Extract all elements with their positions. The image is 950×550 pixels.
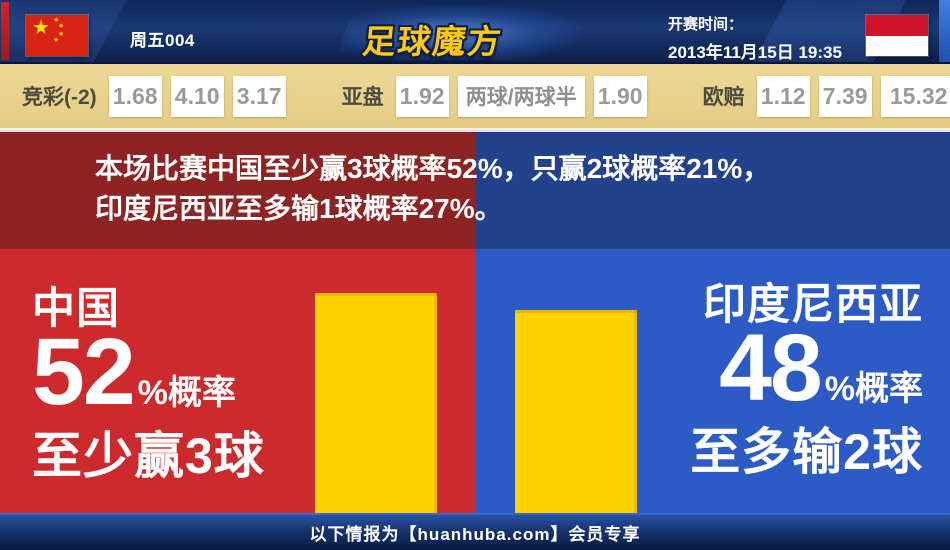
indonesia-text-block: 印度尼西亚 48 %概率 至多输2球	[690, 249, 923, 477]
footer-text: 以下情报为【huanhuba.com】会员专享	[309, 525, 641, 544]
indonesia-percent-suffix: %概率	[824, 370, 923, 409]
yapan-home-odds: 1.92	[395, 75, 449, 117]
odds-group-oupei: 欧赔 1.12 7.39 15.32	[702, 75, 950, 117]
oupei-label: 欧赔	[702, 86, 745, 109]
summary-line-2: 印度尼西亚至多输1球概率27%。	[95, 193, 503, 224]
summary-line-1: 本场比赛中国至少赢3球概率52%，只赢2球概率21%，	[95, 153, 771, 184]
kickoff-time: 2013年11月15日 19:35	[668, 43, 842, 62]
probability-panels: 中国 52 %概率 至少赢3球 印度尼西亚 48 %概率 至多输2球	[0, 249, 950, 513]
odds-group-jingcai: 竞彩(-2) 1.68 4.10 3.17	[22, 75, 286, 117]
odds-group-yapan: 亚盘 1.92 两球/两球半 1.90	[341, 75, 647, 117]
yapan-handicap: 两球/两球半	[457, 75, 585, 117]
jingcai-away-odds: 3.17	[232, 75, 286, 117]
right-blue-stripe	[939, 0, 950, 62]
kickoff-info: 开赛时间： 2013年11月15日 19:35	[668, 13, 842, 62]
indonesia-team-name: 印度尼西亚	[703, 281, 923, 329]
prediction-summary: 本场比赛中国至少赢3球概率52%，只赢2球概率21%， 印度尼西亚至多输1球概率…	[0, 132, 950, 249]
match-code: 周五004	[130, 31, 195, 50]
china-percent-suffix: %概率	[137, 374, 236, 413]
kickoff-label: 开赛时间：	[668, 16, 744, 33]
china-percent-row: 52 %概率	[32, 319, 265, 426]
footer-bar: 以下情报为【huanhuba.com】会员专享	[0, 513, 950, 550]
logo-text: 足球魔方	[360, 23, 505, 60]
oupei-home-odds: 1.12	[756, 75, 810, 117]
divider-strip	[0, 128, 950, 132]
oupei-away-odds: 15.32	[880, 75, 950, 117]
site-logo: 足球魔方	[335, 0, 615, 62]
flag-star-icon: ★	[53, 37, 60, 44]
panel-china: 中国 52 %概率 至少赢3球	[0, 249, 475, 513]
panel-indonesia: 印度尼西亚 48 %概率 至多输2球	[475, 249, 950, 513]
jingcai-draw-odds: 4.10	[170, 75, 224, 117]
yapan-away-odds: 1.90	[593, 75, 647, 117]
indonesia-percent-row: 48 %概率	[690, 315, 923, 422]
flag-star-icon: ★	[58, 23, 65, 30]
flag-star-icon: ★	[58, 31, 65, 38]
indonesia-caption: 至多输2球	[690, 424, 923, 481]
oupei-draw-odds: 7.39	[818, 75, 872, 117]
china-caption: 至少赢3球	[32, 428, 265, 485]
flag-star-icon: ★	[53, 17, 60, 24]
jingcai-label: 竞彩(-2)	[22, 86, 97, 109]
jingcai-home-odds: 1.68	[108, 75, 162, 117]
china-text-block: 中国 52 %概率 至少赢3球	[32, 249, 265, 481]
flag-star-icon: ★	[32, 17, 50, 39]
indonesia-percent-value: 48	[719, 315, 823, 422]
indonesia-probability-bar	[515, 310, 637, 513]
indonesia-flag-red-half	[866, 15, 928, 36]
header: ★ ★ ★ ★ ★ 周五004 足球魔方 开赛时间： 2013年11月15日 1…	[0, 0, 950, 64]
china-team-name: 中国	[32, 285, 120, 333]
left-red-stripe	[1, 2, 9, 60]
odds-bar: 竞彩(-2) 1.68 4.10 3.17 亚盘 1.92 两球/两球半 1.9…	[0, 64, 950, 128]
indonesia-flag-icon	[866, 15, 928, 56]
yapan-label: 亚盘	[341, 86, 384, 109]
china-probability-bar	[315, 293, 437, 513]
china-percent-value: 52	[32, 319, 136, 426]
china-flag-icon: ★ ★ ★ ★ ★	[26, 15, 88, 56]
